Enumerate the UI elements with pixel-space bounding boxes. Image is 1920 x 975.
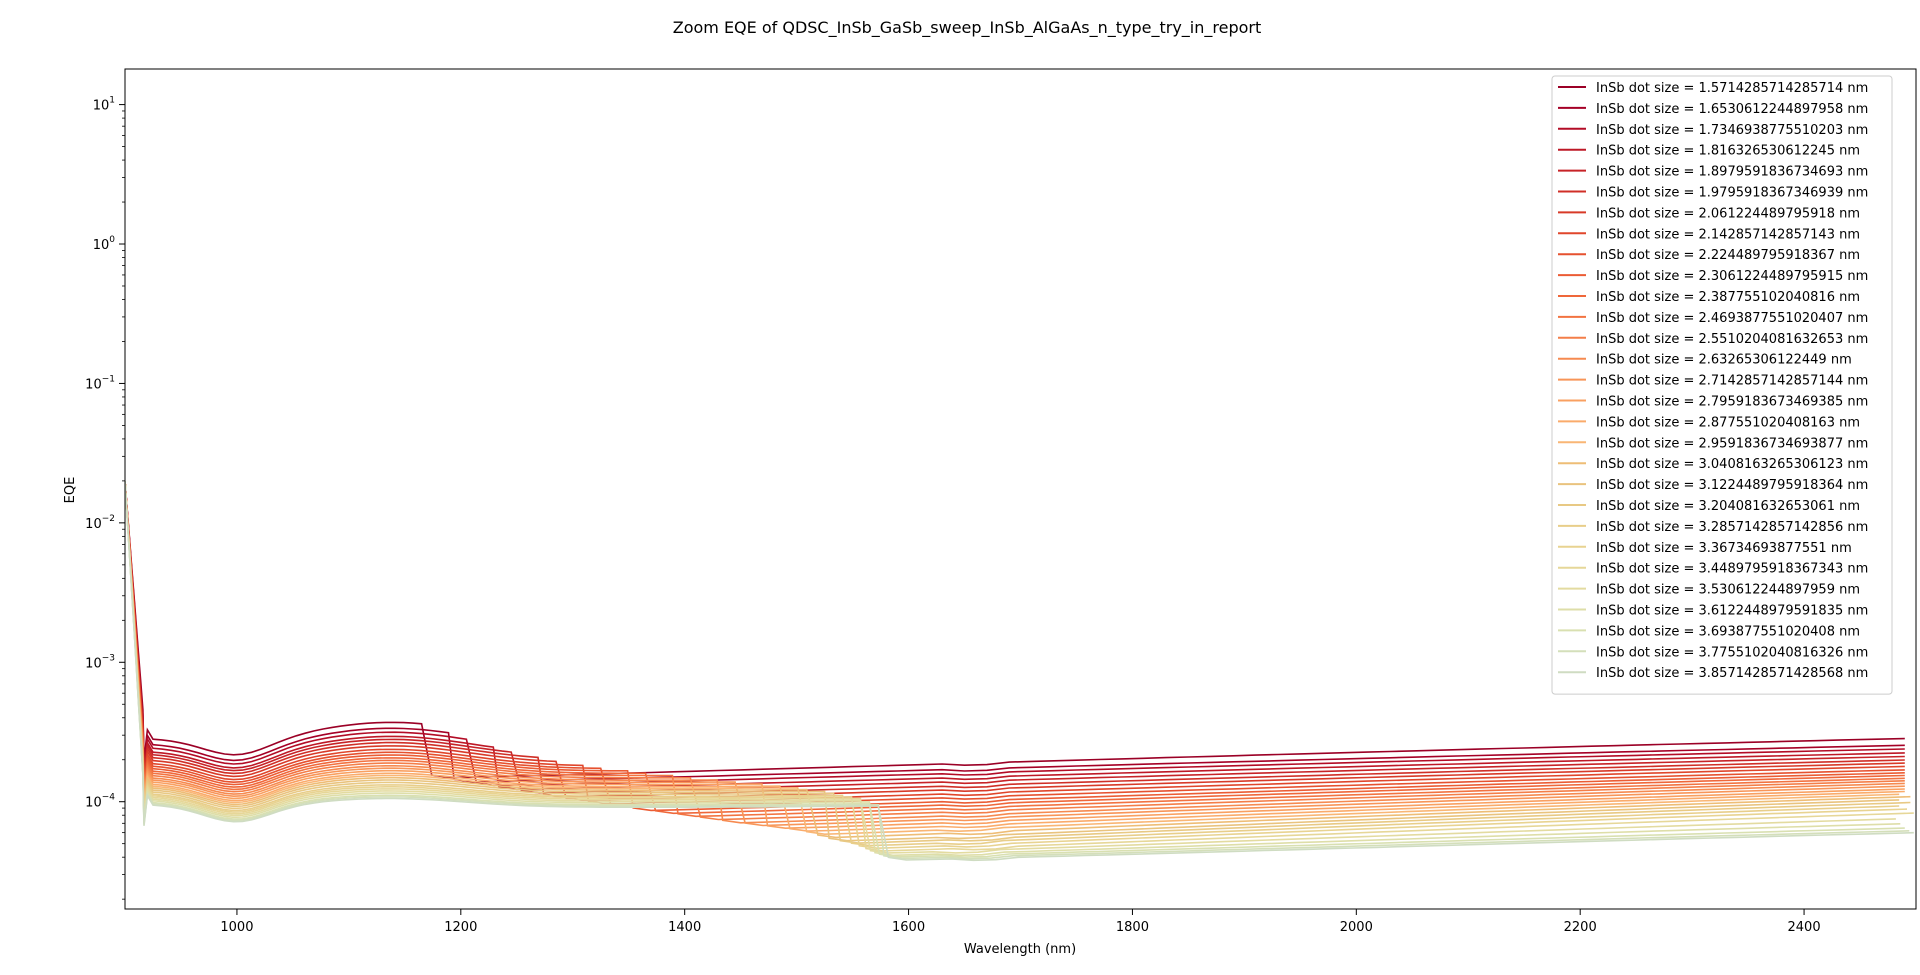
legend-label: InSb dot size = 3.2857142857142856 nm (1596, 520, 1868, 535)
y-axis: 10−4 10−3 10−2 10−1 100 101 (85, 96, 125, 900)
y-tick-label: 101 (93, 96, 115, 114)
x-tick-label: 2400 (1788, 920, 1821, 935)
series-layer (125, 480, 1914, 862)
series-line (125, 480, 1914, 852)
x-tick-label: 1800 (1116, 920, 1149, 935)
legend-label: InSb dot size = 1.8979591836734693 nm (1596, 165, 1868, 180)
series-line (125, 480, 1905, 815)
legend-label: InSb dot size = 3.36734693877551 nm (1596, 541, 1852, 556)
x-tick-label: 2200 (1564, 920, 1597, 935)
legend-label: InSb dot size = 3.1224489795918364 nm (1596, 478, 1868, 493)
legend-label: InSb dot size = 3.4489795918367343 nm (1596, 562, 1868, 577)
x-tick-label: 1600 (892, 920, 925, 935)
y-tick-label: 10−3 (85, 653, 115, 671)
legend-label: InSb dot size = 2.9591836734693877 nm (1596, 436, 1868, 451)
legend-label: InSb dot size = 1.816326530612245 nm (1596, 144, 1860, 159)
x-tick-label: 1000 (220, 920, 253, 935)
series-line (125, 480, 1905, 808)
series-line (125, 480, 1905, 818)
legend-label: InSb dot size = 3.8571428571428568 nm (1596, 666, 1868, 681)
x-axis-label: Wavelength (nm) (964, 942, 1076, 957)
series-line (125, 480, 1905, 858)
series-line (125, 480, 1908, 850)
legend-label: InSb dot size = 2.061224489795918 nm (1596, 206, 1860, 221)
series-line (125, 480, 1905, 779)
y-tick-label: 10−1 (85, 374, 115, 392)
series-line (125, 480, 1905, 832)
legend-label: InSb dot size = 3.693877551020408 nm (1596, 624, 1860, 639)
legend-label: InSb dot size = 2.63265306122449 nm (1596, 353, 1852, 368)
legend: InSb dot size = 1.5714285714285714 nm InS… (1551, 75, 1893, 695)
legend-label: InSb dot size = 2.3061224489795915 nm (1596, 269, 1868, 284)
x-tick-label: 1200 (444, 920, 477, 935)
series-line (125, 480, 1896, 854)
series-line (125, 480, 1900, 847)
x-tick-label: 1400 (668, 920, 701, 935)
series-line (125, 480, 1910, 860)
y-tick-label: 10−2 (85, 514, 115, 532)
legend-label: InSb dot size = 1.6530612244897958 nm (1596, 102, 1868, 117)
series-line (125, 480, 1905, 824)
series-line (125, 480, 1911, 844)
plot-frame (124, 68, 1917, 910)
legend-label: InSb dot size = 1.5714285714285714 nm (1596, 81, 1868, 96)
legend-label: InSb dot size = 3.530612244897959 nm (1596, 583, 1860, 598)
legend-label: InSb dot size = 2.4693877551020407 nm (1596, 311, 1868, 326)
y-axis-label: EQE (63, 477, 78, 504)
series-line (125, 480, 1911, 839)
legend-label: InSb dot size = 2.5510204081632653 nm (1596, 332, 1868, 347)
x-axis: 1000 1200 1400 1600 1800 2000 2200 2400 (220, 909, 1821, 935)
legend-label: InSb dot size = 2.224489795918367 nm (1596, 248, 1860, 263)
series-line (125, 480, 1901, 857)
legend-label: InSb dot size = 3.6122448979591835 nm (1596, 604, 1868, 619)
series-line (125, 480, 1900, 836)
legend-label: InSb dot size = 3.7755102040816326 nm (1596, 645, 1868, 660)
legend-box (1551, 75, 1893, 695)
legend-label: InSb dot size = 1.7346938775510203 nm (1596, 123, 1868, 138)
series-line (125, 480, 1905, 821)
y-tick-label: 10−4 (85, 793, 115, 811)
legend-label: InSb dot size = 2.142857142857143 nm (1596, 227, 1860, 242)
legend-label: InSb dot size = 2.7959183673469385 nm (1596, 395, 1868, 410)
series-line (125, 480, 1905, 812)
chart-title: Zoom EQE of QDSC_InSb_GaSb_sweep_InSb_Al… (673, 18, 1262, 38)
series-line (125, 480, 1914, 862)
legend-label: InSb dot size = 2.7142857142857144 nm (1596, 374, 1868, 389)
series-line (125, 480, 1905, 827)
legend-label: InSb dot size = 3.204081632653061 nm (1596, 499, 1860, 514)
y-tick-label: 100 (93, 235, 116, 253)
legend-label: InSb dot size = 3.0408163265306123 nm (1596, 457, 1868, 472)
series-line (125, 480, 1905, 830)
series-line (125, 480, 1900, 842)
legend-label: InSb dot size = 2.877551020408163 nm (1596, 415, 1860, 430)
x-tick-label: 2000 (1340, 920, 1373, 935)
legend-label: InSb dot size = 1.9795918367346939 nm (1596, 186, 1868, 201)
legend-label: InSb dot size = 2.387755102040816 nm (1596, 290, 1860, 305)
